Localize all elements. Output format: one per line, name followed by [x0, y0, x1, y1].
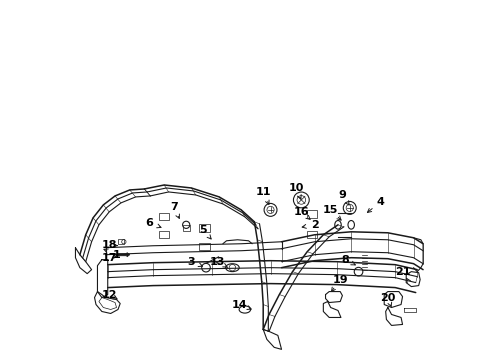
Text: 7: 7 [169, 202, 177, 212]
Bar [306, 210, 317, 218]
Text: 12: 12 [101, 289, 117, 300]
Text: 5: 5 [199, 225, 206, 235]
Text: 14: 14 [231, 300, 247, 310]
Bar [199, 224, 210, 232]
Bar [306, 231, 317, 238]
Text: 13: 13 [210, 257, 225, 267]
Text: 11: 11 [255, 187, 270, 197]
Text: 18: 18 [101, 240, 117, 250]
Text: 8: 8 [341, 255, 348, 265]
Text: 9: 9 [338, 190, 346, 200]
Text: 10: 10 [288, 183, 303, 193]
Bar [199, 243, 210, 250]
Text: 3: 3 [187, 257, 195, 267]
Text: 2: 2 [310, 220, 318, 230]
Bar [159, 213, 169, 220]
Text: 15: 15 [322, 205, 338, 215]
Bar [182, 225, 189, 230]
Bar [159, 231, 169, 238]
FancyArrow shape [118, 253, 130, 257]
Text: 19: 19 [332, 275, 347, 285]
Text: 20: 20 [379, 293, 395, 302]
Bar [118, 239, 124, 244]
Text: 21: 21 [394, 267, 409, 276]
Text: 6: 6 [145, 218, 153, 228]
Text: 4: 4 [376, 197, 384, 207]
Text: 17: 17 [101, 253, 117, 263]
Text: 1: 1 [112, 250, 120, 260]
Text: 16: 16 [293, 207, 308, 217]
